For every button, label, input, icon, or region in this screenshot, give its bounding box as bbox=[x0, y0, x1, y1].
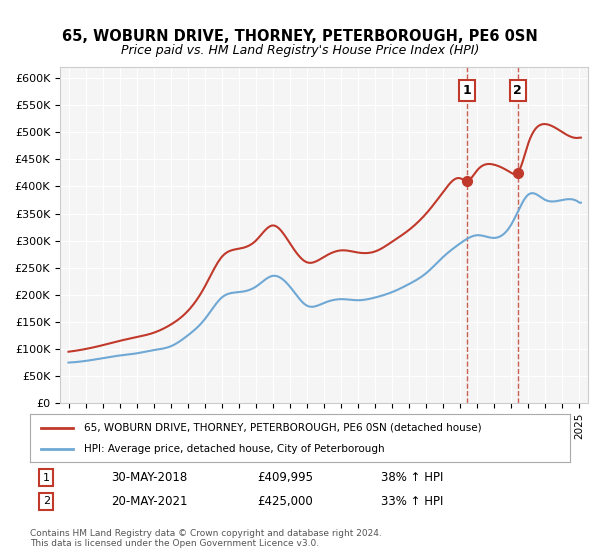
Text: 33% ↑ HPI: 33% ↑ HPI bbox=[381, 494, 443, 508]
Text: 65, WOBURN DRIVE, THORNEY, PETERBOROUGH, PE6 0SN: 65, WOBURN DRIVE, THORNEY, PETERBOROUGH,… bbox=[62, 29, 538, 44]
Text: 30-MAY-2018: 30-MAY-2018 bbox=[111, 471, 187, 484]
Text: 2: 2 bbox=[514, 84, 522, 97]
Text: Contains HM Land Registry data © Crown copyright and database right 2024.: Contains HM Land Registry data © Crown c… bbox=[30, 529, 382, 538]
Text: 1: 1 bbox=[463, 84, 472, 97]
Text: Price paid vs. HM Land Registry's House Price Index (HPI): Price paid vs. HM Land Registry's House … bbox=[121, 44, 479, 57]
Text: 1: 1 bbox=[43, 473, 50, 483]
Text: 2: 2 bbox=[43, 496, 50, 506]
Text: £409,995: £409,995 bbox=[257, 471, 313, 484]
Text: This data is licensed under the Open Government Licence v3.0.: This data is licensed under the Open Gov… bbox=[30, 539, 319, 548]
Text: HPI: Average price, detached house, City of Peterborough: HPI: Average price, detached house, City… bbox=[84, 444, 385, 454]
Text: £425,000: £425,000 bbox=[257, 494, 313, 508]
Text: 20-MAY-2021: 20-MAY-2021 bbox=[111, 494, 187, 508]
Text: 65, WOBURN DRIVE, THORNEY, PETERBOROUGH, PE6 0SN (detached house): 65, WOBURN DRIVE, THORNEY, PETERBOROUGH,… bbox=[84, 423, 482, 433]
Text: 38% ↑ HPI: 38% ↑ HPI bbox=[381, 471, 443, 484]
